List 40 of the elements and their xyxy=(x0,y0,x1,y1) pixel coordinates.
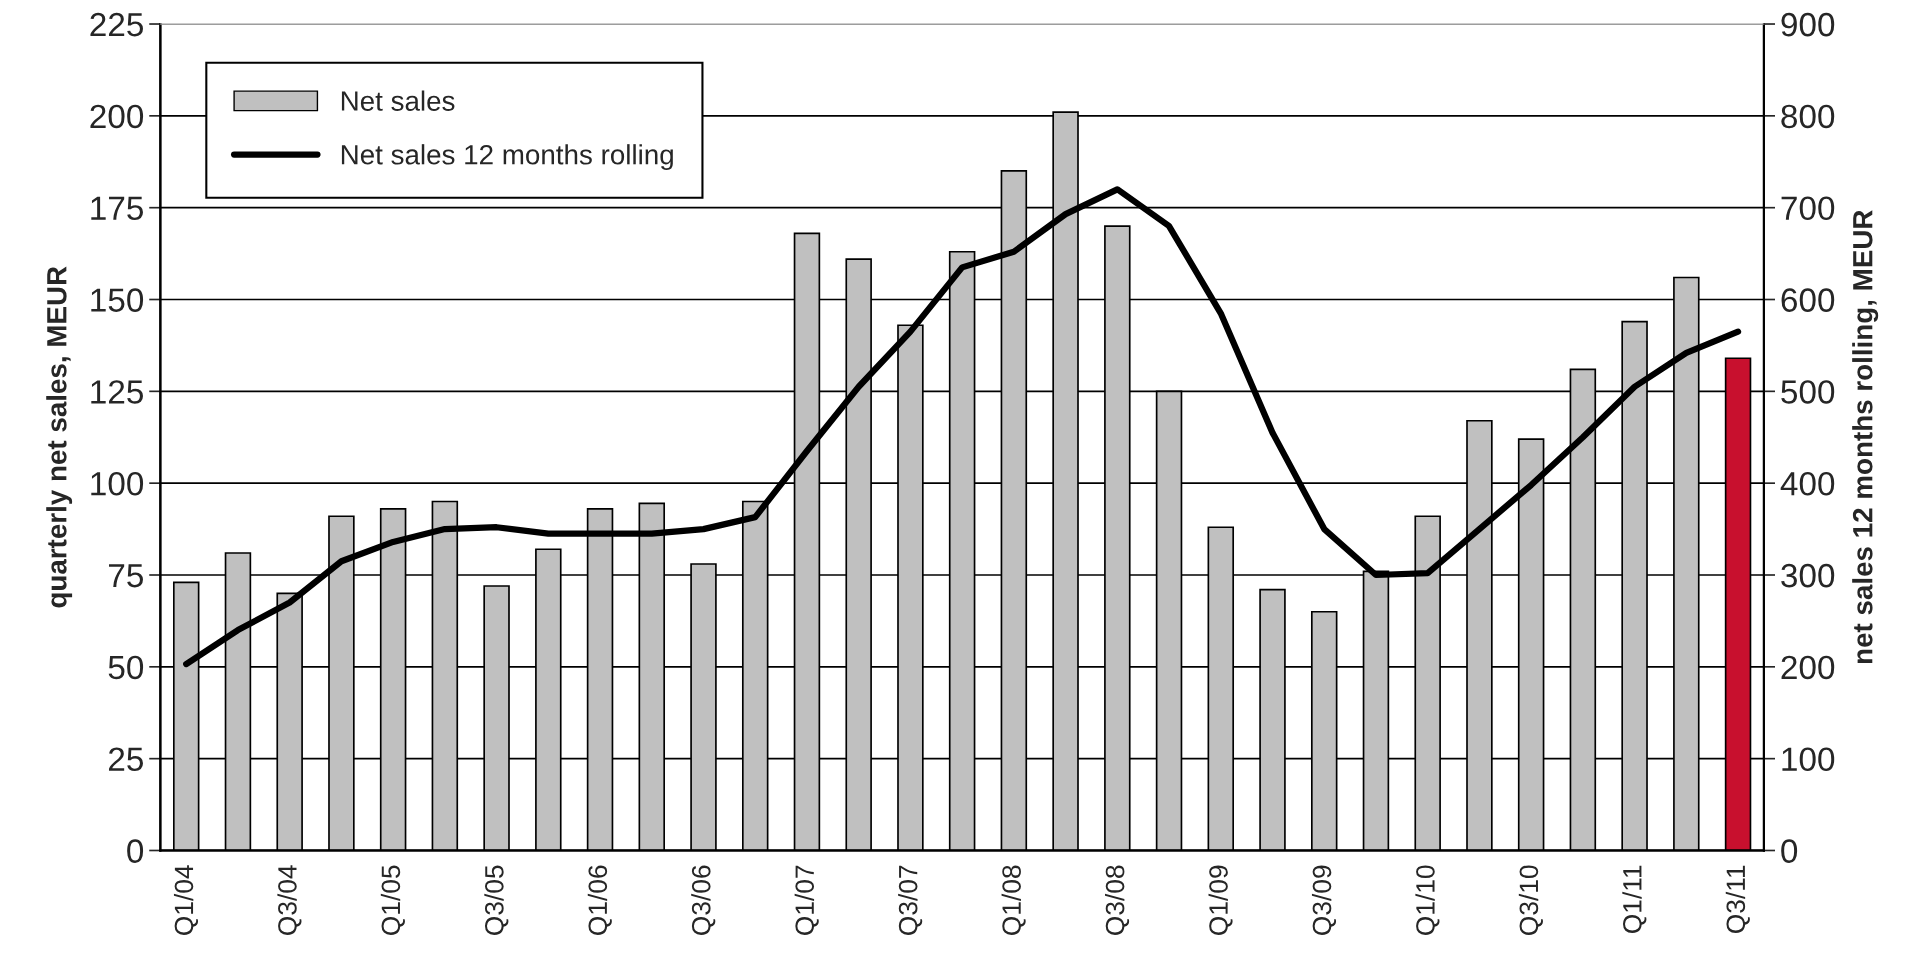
y2-tick-label: 400 xyxy=(1780,471,1835,496)
x-tick-label: Q3/07 xyxy=(898,865,923,936)
y2-tick-label: 700 xyxy=(1781,196,1835,221)
y2-tick-label: 500 xyxy=(1781,380,1835,404)
y-tick-label: 25 xyxy=(108,747,143,772)
y-tick-label: 100 xyxy=(91,471,144,496)
y-tick-label: 175 xyxy=(91,196,143,221)
x-tick-label: Q3/04 xyxy=(277,865,302,936)
y2-tick-label: 600 xyxy=(1781,288,1835,312)
x-tick-label: Q3/08 xyxy=(1105,865,1130,936)
legend-label: Net sales xyxy=(341,90,455,111)
y-tick-label: 150 xyxy=(91,288,144,312)
y-tick-label: 50 xyxy=(108,655,144,680)
x-tick-label: Q3/11 xyxy=(1725,865,1750,934)
x-tick-label: Q3/09 xyxy=(1311,865,1337,936)
x-tick-label: Q1/06 xyxy=(587,865,612,936)
x-tick-label: Q1/07 xyxy=(794,865,819,936)
y-tick-label: 225 xyxy=(90,12,143,37)
y-axis-title: quarterly net sales, MEUR xyxy=(46,266,73,608)
legend-label: Net sales 12 months rolling xyxy=(341,144,673,171)
y2-tick-label: 800 xyxy=(1781,104,1835,129)
y2-tick-label: 100 xyxy=(1782,747,1835,772)
x-tick-label: Q1/05 xyxy=(380,865,405,936)
x-tick-label: Q1/04 xyxy=(173,865,199,936)
y-tick-label: 200 xyxy=(90,104,144,129)
x-tick-label: Q3/10 xyxy=(1518,865,1543,936)
y-tick-label: 75 xyxy=(109,564,143,588)
x-tick-label: Q1/09 xyxy=(1208,865,1233,936)
x-tick-label: Q3/06 xyxy=(691,865,716,936)
y2-tick-label: 200 xyxy=(1781,655,1835,680)
y-tick-label: 0 xyxy=(127,839,144,863)
x-tick-label: Q1/10 xyxy=(1415,865,1440,936)
y2-tick-label: 0 xyxy=(1781,839,1798,863)
y2-axis-title: net sales 12 months rolling, MEUR xyxy=(1852,210,1879,664)
x-tick-label: Q1/08 xyxy=(1001,865,1026,936)
y-tick-label: 125 xyxy=(91,380,143,404)
x-tick-label: Q3/05 xyxy=(484,865,509,936)
y2-tick-label: 300 xyxy=(1781,563,1835,588)
x-tick-label: Q1/11 xyxy=(1622,865,1647,934)
y2-tick-label: 900 xyxy=(1781,12,1835,37)
